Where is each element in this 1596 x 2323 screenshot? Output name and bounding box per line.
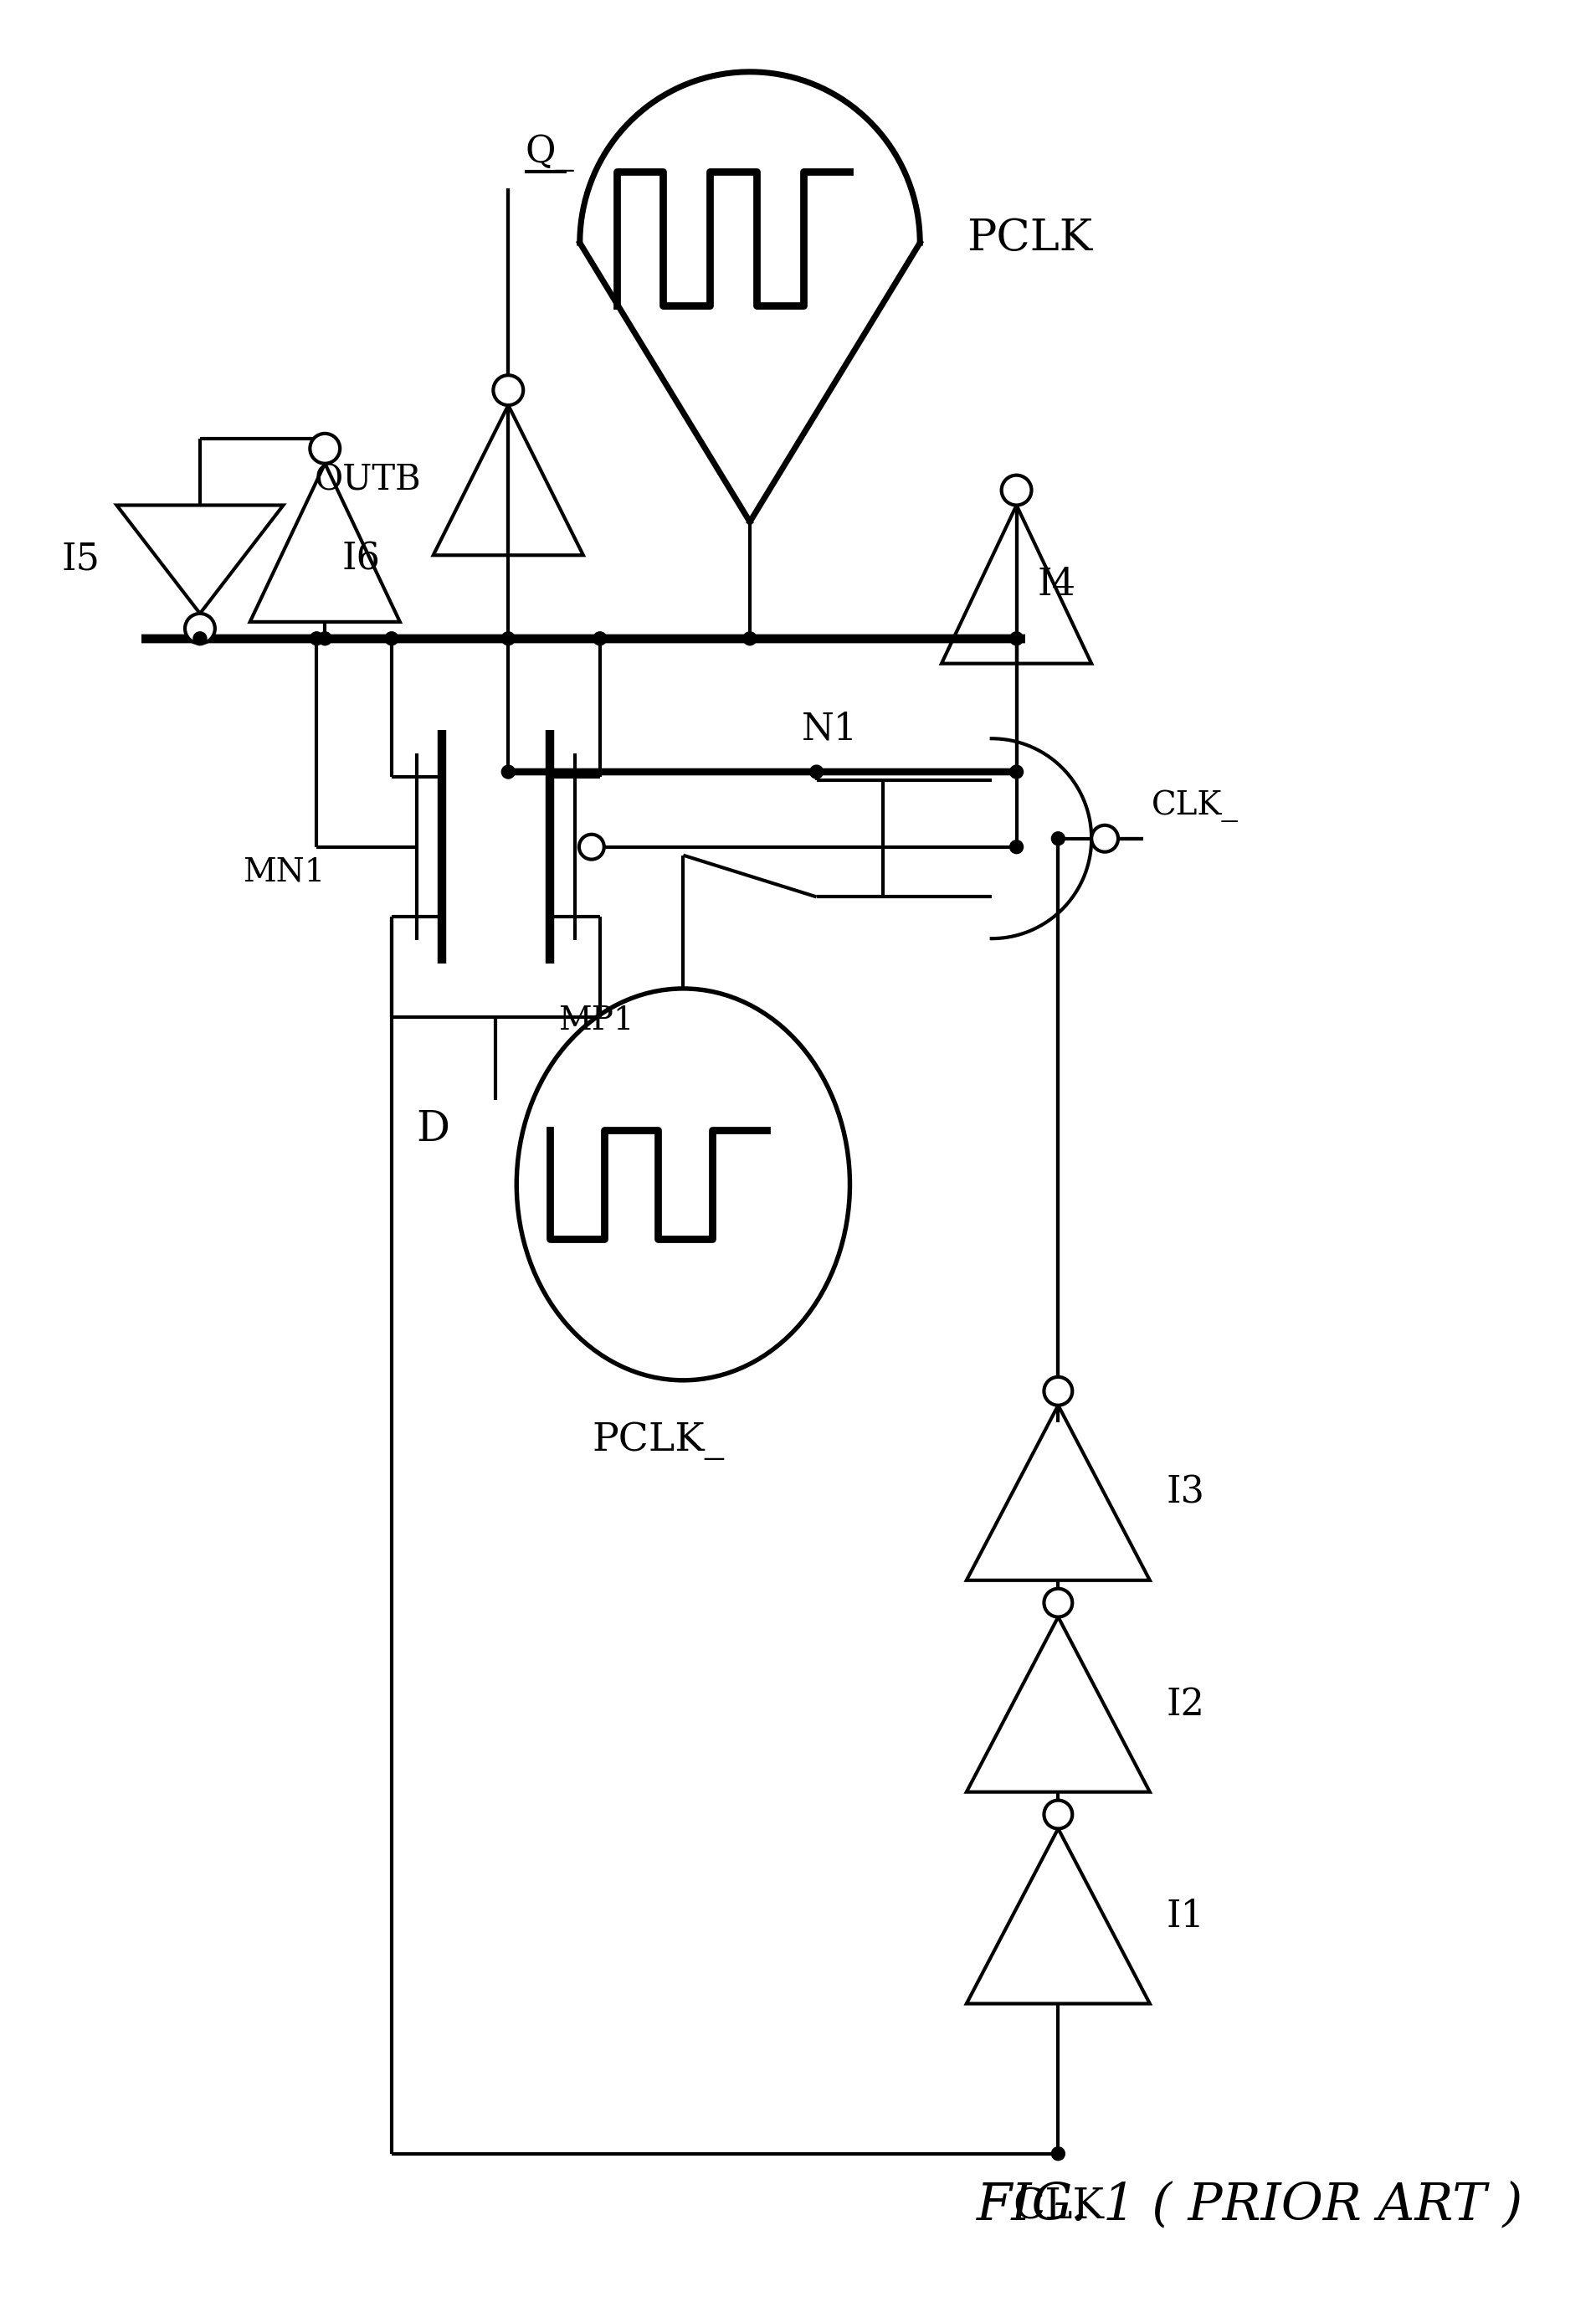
Text: OUTB: OUTB — [314, 462, 421, 497]
Circle shape — [310, 632, 324, 646]
Text: I2: I2 — [1167, 1686, 1205, 1724]
Text: CLK: CLK — [1012, 2186, 1104, 2228]
Text: MP1: MP1 — [559, 1006, 634, 1036]
Text: D: D — [417, 1108, 450, 1150]
Circle shape — [310, 434, 340, 465]
Circle shape — [493, 376, 523, 404]
Circle shape — [501, 764, 516, 778]
Text: N1: N1 — [803, 711, 859, 748]
Text: PCLK: PCLK — [967, 216, 1092, 260]
Text: I1: I1 — [1167, 1898, 1205, 1935]
Text: I4: I4 — [1037, 567, 1076, 602]
Circle shape — [1092, 825, 1119, 853]
Text: CLK_: CLK_ — [1151, 790, 1238, 822]
Text: FIG. 1 ( PRIOR ART ): FIG. 1 ( PRIOR ART ) — [977, 2181, 1523, 2230]
Circle shape — [385, 632, 399, 646]
Circle shape — [809, 764, 824, 778]
Circle shape — [501, 632, 516, 646]
Circle shape — [1002, 476, 1031, 504]
Text: Q_: Q_ — [525, 135, 575, 172]
Circle shape — [1010, 632, 1023, 646]
Text: I3: I3 — [1167, 1475, 1205, 1510]
Circle shape — [193, 632, 206, 646]
Text: I6: I6 — [342, 541, 380, 578]
Circle shape — [1044, 1589, 1073, 1617]
Circle shape — [1052, 2146, 1065, 2160]
Circle shape — [1010, 764, 1023, 778]
Circle shape — [1044, 1378, 1073, 1405]
Circle shape — [579, 834, 603, 860]
Circle shape — [1010, 841, 1023, 853]
Text: PCLK_: PCLK_ — [592, 1422, 725, 1461]
Circle shape — [1044, 1800, 1073, 1828]
Circle shape — [318, 632, 332, 646]
Circle shape — [1052, 832, 1065, 846]
Text: MN1: MN1 — [243, 857, 326, 887]
Circle shape — [744, 632, 757, 646]
Circle shape — [594, 632, 606, 646]
Circle shape — [185, 613, 215, 643]
Text: I5: I5 — [62, 541, 101, 578]
